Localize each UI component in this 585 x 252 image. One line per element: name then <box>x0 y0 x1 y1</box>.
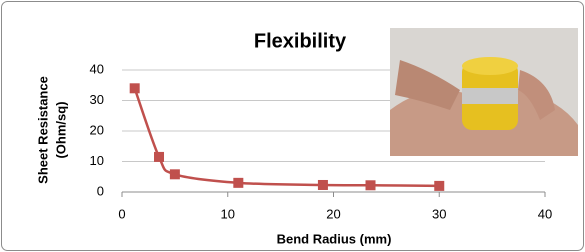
data-point <box>434 181 444 191</box>
data-point <box>366 180 376 190</box>
x-tick-label: 40 <box>538 206 552 221</box>
y-tick-label: 10 <box>90 153 104 168</box>
y-tick-label: 20 <box>90 122 104 137</box>
data-point <box>233 178 243 188</box>
y-tick-label: 30 <box>90 92 104 107</box>
chart-title: Flexibility <box>254 30 347 52</box>
inset-photo <box>390 28 578 156</box>
photo-film <box>462 88 518 104</box>
x-axis-label: Bend Radius (mm) <box>277 231 392 246</box>
data-point <box>154 152 164 162</box>
y-tick-label: 0 <box>97 183 104 198</box>
data-point <box>318 180 328 190</box>
y-tick-label: 40 <box>90 61 104 76</box>
y-axis-label-line: Sheet Resistance <box>35 76 50 184</box>
x-tick-label: 20 <box>326 206 340 221</box>
x-tick-label: 30 <box>432 206 446 221</box>
data-point <box>170 169 180 179</box>
photo-cylinder-top <box>462 57 518 75</box>
x-tick-label: 10 <box>221 206 235 221</box>
y-axis-label-line: (Ohm/sq) <box>53 101 68 158</box>
chart: Flexibility Bend Radius (mm) Sheet Resis… <box>0 0 585 252</box>
x-tick-label: 0 <box>118 206 125 221</box>
data-point <box>130 83 140 93</box>
